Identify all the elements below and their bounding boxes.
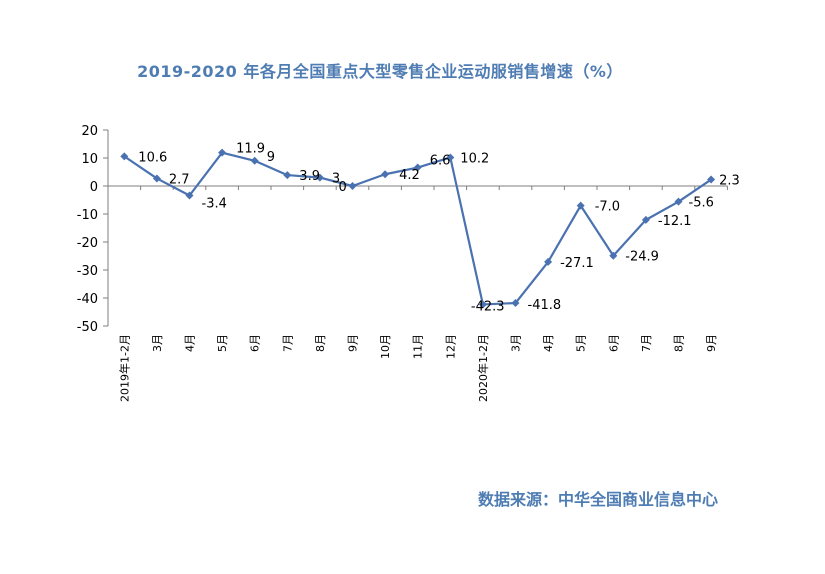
data-point xyxy=(218,148,227,157)
data-label: 2.7 xyxy=(169,172,190,187)
y-axis: 20 10 0 -10 -20 -30 -40 -50 xyxy=(77,124,109,335)
data-point xyxy=(185,191,194,200)
data-point xyxy=(641,215,650,224)
data-point xyxy=(674,197,683,206)
data-label: 10.2 xyxy=(460,151,489,166)
data-label: -41.8 xyxy=(528,298,562,313)
x-axis: 2019年1-2月 3月 4月 5月 6月 7月 8月 9月 10月 11月 12月 2020年1-2… xyxy=(107,185,728,402)
x-tick-label: 7月 xyxy=(640,334,653,352)
data-point xyxy=(315,173,324,182)
y-tick-label: -10 xyxy=(77,208,98,223)
data-point xyxy=(250,156,259,165)
y-tick-label: 0 xyxy=(90,180,98,195)
x-tick-label: 6月 xyxy=(607,334,620,352)
x-tick-label: 3月 xyxy=(510,334,523,352)
data-label: 11.9 xyxy=(236,142,265,157)
x-tick-label: 2020年1-2月 xyxy=(476,334,490,402)
data-label: 3.9 xyxy=(299,169,320,184)
data-label: 3 xyxy=(332,172,340,187)
data-point xyxy=(511,299,520,308)
data-label: 2.3 xyxy=(719,174,740,189)
x-tick-label: 4月 xyxy=(542,334,555,352)
x-tick-label: 9月 xyxy=(705,334,718,352)
data-point xyxy=(576,201,585,210)
y-tick-label: 10 xyxy=(81,152,98,167)
x-tick-label: 8月 xyxy=(673,334,686,352)
data-label: -42.3 xyxy=(471,299,505,314)
data-point xyxy=(609,251,618,260)
y-tick-label: -40 xyxy=(77,292,98,307)
data-label: -5.6 xyxy=(689,196,714,211)
data-label: 0 xyxy=(339,180,347,195)
chart-title: 2019-2020 年各月全国重点大型零售企业运动服销售增速（%） xyxy=(137,62,623,81)
data-label: -24.9 xyxy=(625,250,659,265)
data-point xyxy=(707,175,716,184)
data-point xyxy=(544,257,553,266)
data-point xyxy=(413,163,422,172)
x-tick-label: 5月 xyxy=(216,334,229,352)
x-tick-label: 6月 xyxy=(249,334,262,352)
data-label: 6.6 xyxy=(430,154,451,169)
data-point xyxy=(446,153,455,162)
data-labels: 10.62.7 -3.4 11.99 3.9 30 4.2 6.6 10.2 -42.3 -41.… xyxy=(138,142,739,315)
data-label: -27.1 xyxy=(560,256,594,271)
x-tick-label: 12月 xyxy=(444,334,457,359)
data-point xyxy=(478,300,487,309)
x-tick-label: 4月 xyxy=(184,334,197,352)
data-label: -3.4 xyxy=(202,197,227,212)
data-label: -7.0 xyxy=(595,200,620,215)
y-tick-label: 20 xyxy=(81,124,98,139)
x-tick-label: 5月 xyxy=(575,334,588,352)
x-tick-label: 11月 xyxy=(412,334,425,359)
x-tick-label: 9月 xyxy=(347,334,360,352)
data-label: -12.1 xyxy=(658,214,692,229)
y-tick-label: -50 xyxy=(77,320,98,335)
data-label: 10.6 xyxy=(138,150,167,165)
x-tick-label: 3月 xyxy=(151,334,164,352)
data-label: 4.2 xyxy=(399,168,420,183)
source-note: 数据来源：中华全国商业信息中心 xyxy=(478,490,719,509)
x-tick-label: 2019年1-2月 xyxy=(117,334,131,402)
data-point xyxy=(283,171,292,180)
y-tick-label: -20 xyxy=(77,236,98,251)
series-line-group xyxy=(120,148,716,309)
data-point xyxy=(381,170,390,179)
data-point xyxy=(152,174,161,183)
x-tick-label: 10月 xyxy=(379,334,392,359)
x-tick-label: 7月 xyxy=(281,334,294,352)
data-point xyxy=(120,152,129,161)
data-label: 9 xyxy=(267,150,275,165)
x-tick-label: 8月 xyxy=(314,334,327,352)
y-tick-label: -30 xyxy=(77,264,98,279)
data-point xyxy=(348,182,357,190)
